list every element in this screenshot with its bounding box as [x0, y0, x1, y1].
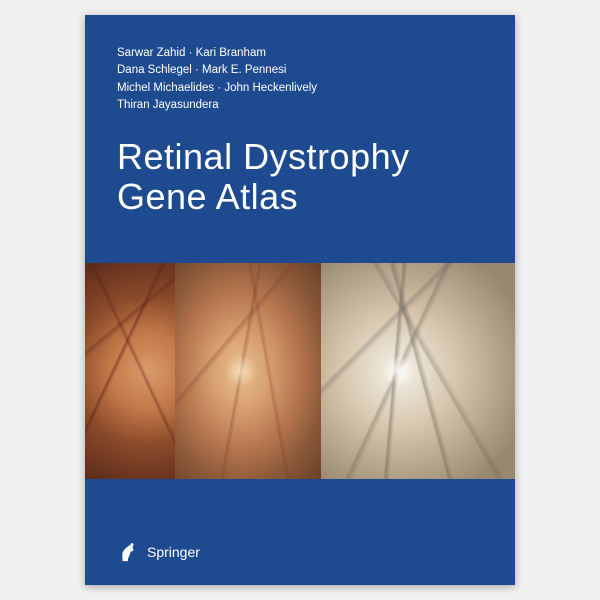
publisher-block: Springer — [117, 541, 200, 563]
publisher-name: Springer — [147, 544, 200, 560]
title-line-2: Gene Atlas — [117, 176, 298, 217]
fundus-panel-2 — [175, 263, 321, 479]
title-line-1: Retinal Dystrophy — [117, 136, 410, 177]
vessel-overlay — [321, 263, 515, 479]
fundus-panel-3 — [321, 263, 515, 479]
author-line: Dana Schlegel · Mark E. Pennesi — [117, 64, 286, 76]
author-list: Sarwar Zahid · Kari Branham Dana Schlege… — [117, 45, 483, 114]
vessel-overlay — [85, 263, 175, 479]
author-line: Michel Michaelides · John Heckenlively — [117, 82, 317, 94]
springer-horse-icon — [117, 541, 139, 563]
author-line: Thiran Jayasundera — [117, 99, 219, 111]
retinal-image-band — [85, 263, 515, 479]
vessel-overlay — [175, 263, 321, 479]
book-cover: Sarwar Zahid · Kari Branham Dana Schlege… — [85, 15, 515, 585]
author-line: Sarwar Zahid · Kari Branham — [117, 47, 266, 59]
book-title: Retinal Dystrophy Gene Atlas — [117, 137, 483, 218]
fundus-panel-1 — [85, 263, 175, 479]
